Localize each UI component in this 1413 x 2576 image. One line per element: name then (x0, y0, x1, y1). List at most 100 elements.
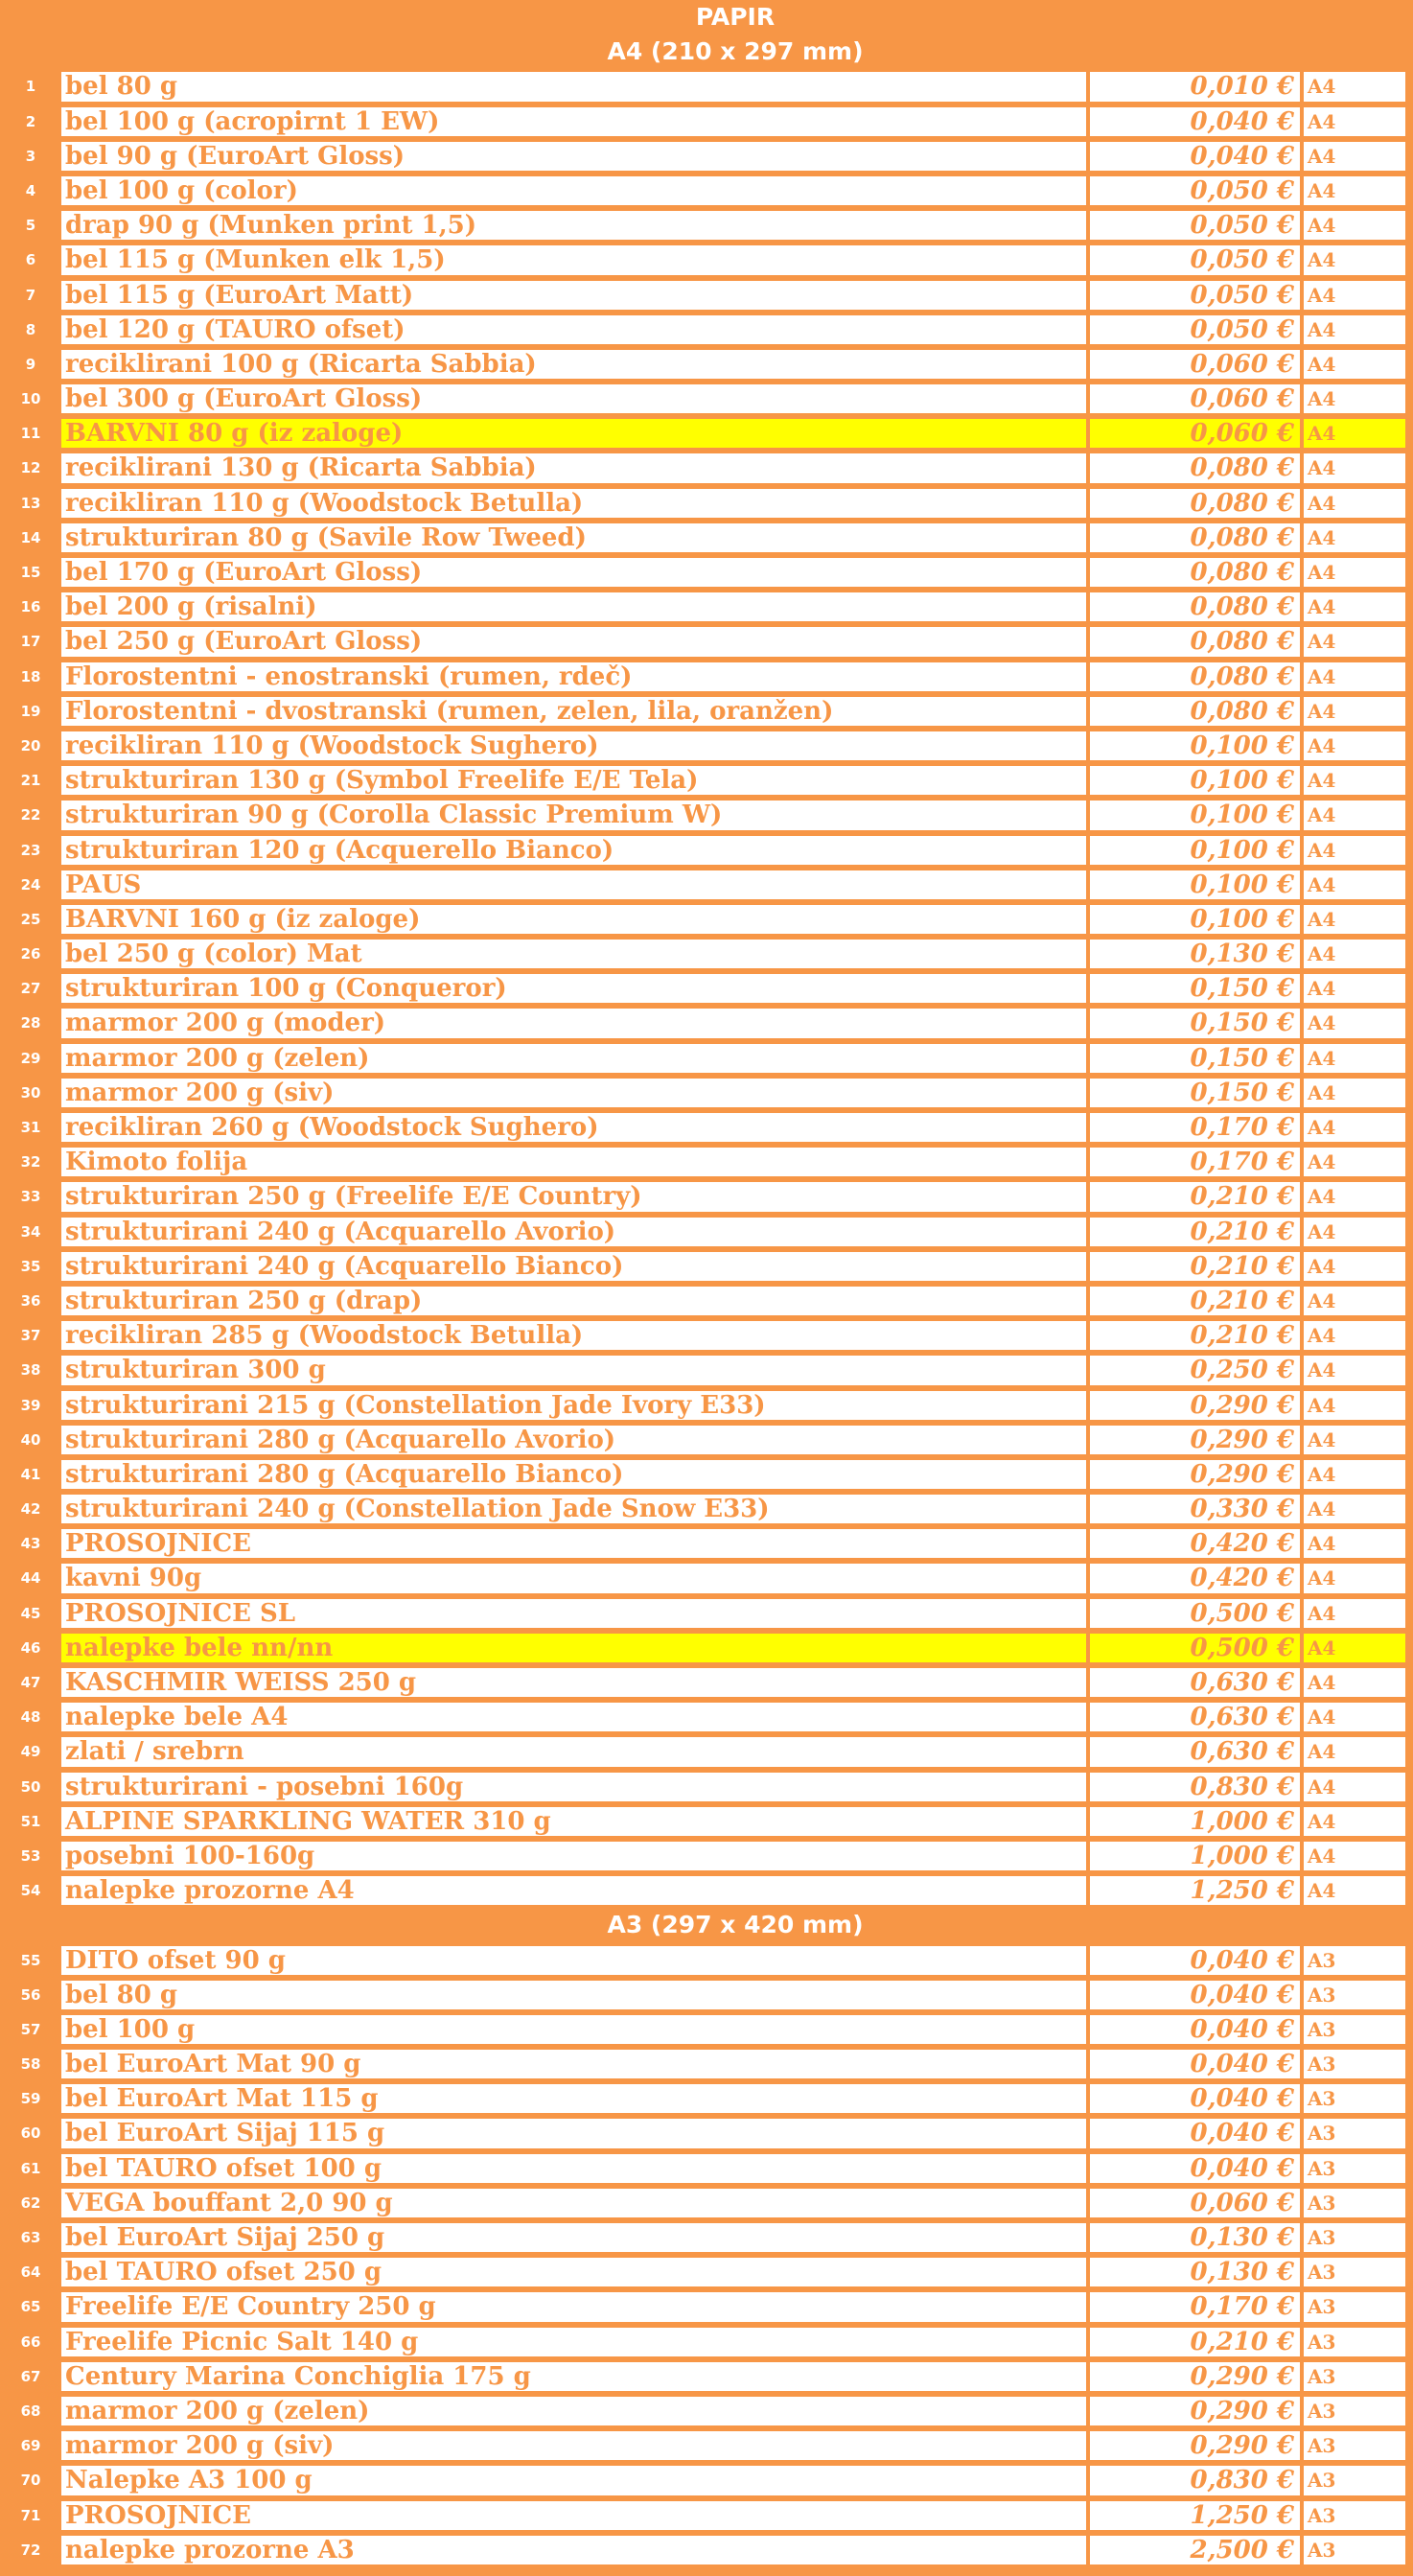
format-cell: A4 (1304, 801, 1405, 830)
format-cell: A4 (1304, 835, 1405, 865)
row-number: 8 (25, 320, 36, 338)
table-row: 29 marmor 200 g (zelen) 0,150 € A4 (0, 1041, 1413, 1076)
table-row: 28 marmor 200 g (moder) 0,150 € A4 (0, 1006, 1413, 1040)
price-cell: 0,130 € (1090, 2258, 1300, 2287)
paper-name-cell: strukturirani 240 g (Acquarello Bianco) (61, 1251, 1086, 1281)
paper-name-cell: Freelife Picnic Salt 140 g (61, 2327, 1086, 2356)
row-number: 24 (20, 875, 41, 893)
table-row: 6 bel 115 g (Munken elk 1,5) 0,050 € A4 (0, 243, 1413, 277)
section-header: A4 (210 x 297 mm) (607, 37, 864, 66)
paper-name-cell: strukturirani 240 g (Constellation Jade … (61, 1495, 1086, 1524)
format-cell: A4 (1304, 1876, 1405, 1906)
paper-name-cell: Century Marina Conchiglia 175 g (61, 2361, 1086, 2391)
paper-name-cell: bel 170 g (EuroArt Gloss) (61, 558, 1086, 588)
table-row: 32 Kimoto folija 0,170 € A4 (0, 1145, 1413, 1179)
paper-name-cell: bel 90 g (EuroArt Gloss) (61, 141, 1086, 171)
table-row: 14 strukturiran 80 g (Savile Row Tweed) 0,… (0, 521, 1413, 555)
format-cell: A4 (1304, 627, 1405, 657)
price-cell: 0,100 € (1090, 766, 1300, 796)
row-number: 20 (20, 736, 41, 754)
format-cell: A3 (1304, 1980, 1405, 2009)
paper-name-cell: strukturiran 80 g (Savile Row Tweed) (61, 522, 1086, 552)
table-row: 42 strukturirani 240 g (Constellation Jad… (0, 1492, 1413, 1526)
format-cell: A4 (1304, 419, 1405, 449)
price-cell: 0,050 € (1090, 280, 1300, 310)
price-cell: 0,290 € (1090, 1390, 1300, 1420)
price-cell: 0,060 € (1090, 419, 1300, 449)
table-row: 54 nalepke prozorne A4 1,250 € A4 (0, 1873, 1413, 1908)
format-cell: A4 (1304, 1182, 1405, 1212)
row-number: 49 (20, 1743, 41, 1761)
table-row: 31 recikliran 260 g (Woodstock Sughero) 0,… (0, 1110, 1413, 1145)
format-cell: A4 (1304, 1633, 1405, 1662)
paper-name-cell: marmor 200 g (zelen) (61, 2396, 1086, 2426)
price-cell: 0,420 € (1090, 1564, 1300, 1593)
price-cell: 0,170 € (1090, 2292, 1300, 2322)
price-cell: 0,290 € (1090, 2396, 1300, 2426)
paper-name-cell: strukturiran 250 g (Freelife E/E Country… (61, 1182, 1086, 1212)
table-row: 24 PAUS 0,100 € A4 (0, 868, 1413, 902)
table-row: 68 marmor 200 g (zelen) 0,290 € A3 (0, 2394, 1413, 2428)
paper-name-cell: bel EuroArt Mat 90 g (61, 2050, 1086, 2079)
table-row: 20 recikliran 110 g (Woodstock Sughero) 0,… (0, 729, 1413, 763)
price-cell: 0,060 € (1090, 2188, 1300, 2217)
table-row: 56 bel 80 g 0,040 € A3 (0, 1978, 1413, 2012)
paper-name-cell: bel 100 g (acropirnt 1 EW) (61, 106, 1086, 136)
row-number: 38 (20, 1361, 41, 1380)
price-cell: 1,250 € (1090, 2500, 1300, 2530)
table-row: 18 Florostentni - enostranski (rumen, rde… (0, 660, 1413, 694)
format-cell: A3 (1304, 2535, 1405, 2564)
paper-name-cell: bel 200 g (risalni) (61, 592, 1086, 622)
paper-name-cell: PAUS (61, 870, 1086, 899)
table-row: 30 marmor 200 g (siv) 0,150 € A4 (0, 1076, 1413, 1110)
table-row: 49 zlati / srebrn 0,630 € A4 (0, 1734, 1413, 1769)
paper-name-cell: recikliran 110 g (Woodstock Betulla) (61, 488, 1086, 518)
paper-name-cell: bel 120 g (TAURO ofset) (61, 314, 1086, 344)
format-cell: A4 (1304, 1043, 1405, 1073)
format-cell: A3 (1304, 2396, 1405, 2426)
price-cell: 0,150 € (1090, 974, 1300, 1004)
price-cell: 0,830 € (1090, 1772, 1300, 1801)
paper-name-cell: ALPINE SPARKLING WATER 310 g (61, 1806, 1086, 1836)
format-cell: A4 (1304, 141, 1405, 171)
table-row: 4 bel 100 g (color) 0,050 € A4 (0, 174, 1413, 208)
row-number: 58 (20, 2055, 41, 2074)
row-number: 70 (20, 2472, 41, 2490)
table-row: 51 ALPINE SPARKLING WATER 310 g 1,000 € A4 (0, 1804, 1413, 1839)
price-cell: 0,290 € (1090, 2431, 1300, 2461)
paper-name-cell: recikliran 260 g (Woodstock Sughero) (61, 1113, 1086, 1143)
paper-name-cell: strukturiran 90 g (Corolla Classic Premi… (61, 801, 1086, 830)
price-cell: 0,630 € (1090, 1737, 1300, 1767)
price-cell: 0,050 € (1090, 314, 1300, 344)
table-row: 63 bel EuroArt Sijaj 250 g 0,130 € A3 (0, 2220, 1413, 2255)
paper-name-cell: bel 250 g (EuroArt Gloss) (61, 627, 1086, 657)
price-cell: 0,040 € (1090, 1980, 1300, 2009)
format-cell: A4 (1304, 731, 1405, 761)
row-number: 51 (20, 1812, 41, 1830)
table-row: 69 marmor 200 g (siv) 0,290 € A3 (0, 2428, 1413, 2463)
price-cell: 0,080 € (1090, 558, 1300, 588)
row-number: 34 (20, 1222, 41, 1241)
row-number: 5 (25, 217, 36, 235)
format-cell: A4 (1304, 384, 1405, 414)
format-cell: A4 (1304, 1251, 1405, 1281)
format-cell: A4 (1304, 1321, 1405, 1351)
table-row: 5 drap 90 g (Munken print 1,5) 0,050 € A4 (0, 208, 1413, 243)
price-cell: 0,050 € (1090, 211, 1300, 241)
price-cell: 0,150 € (1090, 1078, 1300, 1107)
format-cell: A4 (1304, 940, 1405, 969)
price-cell: 0,040 € (1090, 2050, 1300, 2079)
price-cell: 0,040 € (1090, 2153, 1300, 2183)
row-number: 11 (20, 425, 41, 443)
row-number: 67 (20, 2367, 41, 2385)
table-row: 38 strukturiran 300 g 0,250 € A4 (0, 1353, 1413, 1387)
price-cell: 0,080 € (1090, 453, 1300, 483)
paper-name-cell: DITO ofset 90 g (61, 1945, 1086, 1975)
table-row: 70 Nalepke A3 100 g 0,830 € A3 (0, 2463, 1413, 2497)
row-number: 43 (20, 1535, 41, 1553)
row-number: 47 (20, 1674, 41, 1691)
section-header: A3 (297 x 420 mm) (607, 1911, 864, 1939)
price-cell: 0,040 € (1090, 1945, 1300, 1975)
format-cell: A3 (1304, 2466, 1405, 2495)
table-row: 8 bel 120 g (TAURO ofset) 0,050 € A4 (0, 313, 1413, 347)
